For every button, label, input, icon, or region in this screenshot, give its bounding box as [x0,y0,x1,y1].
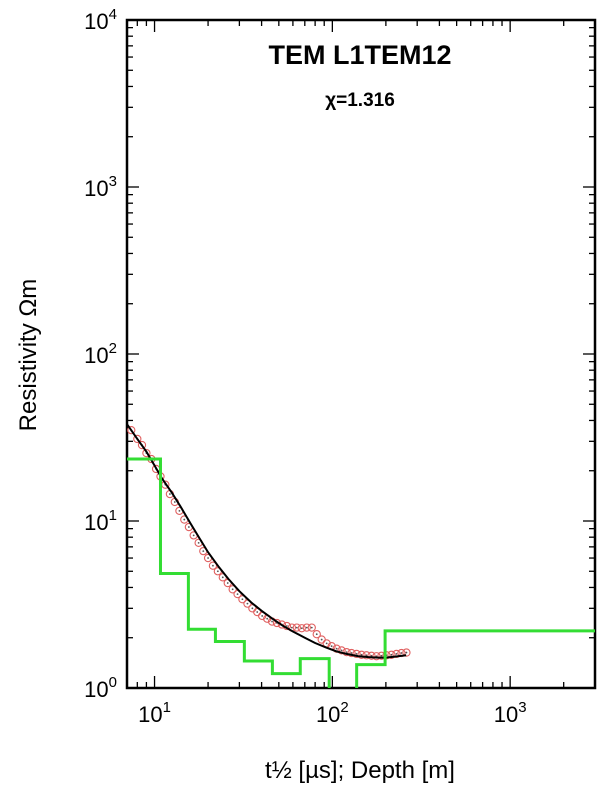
data-point-center [216,570,219,573]
data-point [277,620,287,629]
data-point-center [271,620,273,623]
data-point-center [295,626,298,629]
data-point [228,585,237,594]
data-point [392,649,401,659]
y-tick-label: 103 [84,173,117,201]
plot-frame [125,18,597,690]
data-point-center [173,501,176,503]
data-point [133,434,142,444]
data-point [402,648,411,657]
data-point-center [350,652,353,654]
data-point-center [290,626,293,629]
data-point [307,623,316,632]
data-point-center [285,625,288,627]
data-point [312,630,321,639]
data-point-center [178,509,181,512]
data-point-center [370,654,373,657]
data-point-center [261,615,264,617]
x-tick-label: 101 [138,699,171,727]
data-point-center [197,541,200,544]
y-axis-label: Resistivity Ωm [15,279,42,432]
data-point [137,440,147,450]
data-point-center [355,653,358,655]
data-point-center [400,652,403,654]
data-point-center [183,518,186,521]
data-point-center [345,651,348,654]
data-point [372,652,381,661]
data-point-center [266,617,269,620]
data-point [142,448,151,458]
data-point-center [192,534,195,537]
data-point-center [335,647,338,650]
data-point [362,651,371,660]
data-point-center [395,653,398,655]
data-point-center [168,493,171,495]
data-point [387,650,396,659]
tick-labels: 101 102 103 100 101 102 103 104 [84,6,526,727]
data-point [208,561,218,570]
data-point-center [380,654,383,657]
x-axis-label: t½ [µs]; Depth [m] [265,757,455,784]
data-point-center [405,651,408,654]
data-point-center [241,598,244,601]
data-point [297,624,306,633]
data-point-center [202,550,205,553]
data-point-center [390,653,393,656]
data-point [352,649,361,659]
data-point [127,425,136,435]
resistivity-model-step [127,457,595,688]
observed-data-points [127,425,411,661]
data-point [337,646,346,655]
data-point [238,595,247,604]
data-point-center [256,611,259,613]
y-tick-label: 102 [84,340,117,368]
data-point [292,623,301,632]
data-point-center [330,645,333,648]
data-point [347,648,356,658]
x-tick-label: 102 [316,699,349,727]
chart-subtitle: χ=1.316 [325,90,395,111]
x-tick-label: 103 [494,699,527,727]
data-point-center [325,642,328,645]
data-point [357,650,366,659]
data-point-center [231,588,234,591]
data-point-center [300,627,303,630]
chart-title: TEM L1TEM12 [268,40,451,70]
data-point-center [360,653,363,656]
data-point-center [207,557,209,559]
y-tick-label: 101 [84,507,117,535]
data-point-center [340,649,343,652]
data-point-center [246,602,249,605]
data-point-center [187,526,190,528]
data-point-center [236,593,239,595]
data-point-center [320,638,323,641]
axis-ticks [126,19,596,689]
model-response-curve [127,423,407,659]
data-point [302,623,311,632]
data-point-center [315,633,318,636]
data-point-center [226,582,229,584]
data-point-center [251,607,254,610]
series-layer [127,423,595,688]
data-point-center [365,654,368,657]
data-point-center [305,626,308,629]
data-point-center [310,626,313,629]
data-point-center [212,564,214,567]
y-tick-label: 100 [84,674,117,702]
data-point-center [221,576,224,579]
y-tick-label: 104 [84,6,117,34]
data-point [367,651,376,660]
